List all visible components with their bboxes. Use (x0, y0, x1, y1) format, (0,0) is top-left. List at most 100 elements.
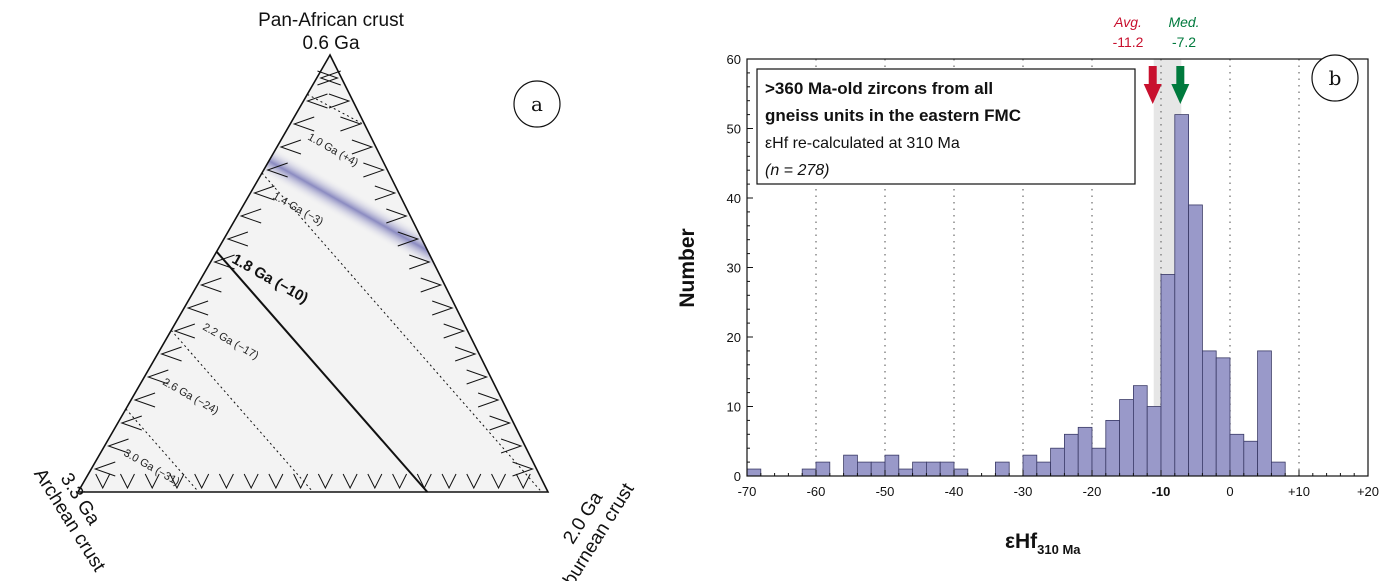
histogram-bar (953, 468, 969, 477)
ternary-tick-bottom (218, 473, 234, 490)
ternary-tick-bottom (120, 473, 135, 490)
ternary-tick-right (489, 415, 512, 431)
panel-a-letter: a (531, 92, 543, 116)
histogram-bar (870, 461, 886, 477)
ternary-tick-right (443, 323, 466, 339)
ternary-tick-left (305, 93, 328, 109)
ternary-tick-right (397, 231, 420, 247)
histogram-bar (857, 461, 872, 477)
ternary-tick-right (477, 392, 500, 408)
ternary-tick-right (409, 254, 431, 270)
histogram-bar (1050, 447, 1065, 477)
ternary-tick-bottom (342, 473, 358, 490)
x-tick-label: -60 (807, 484, 826, 499)
ternary-tick-right (454, 346, 477, 362)
histogram-bar (1243, 440, 1259, 477)
histogram-bar (843, 454, 858, 477)
histogram-bar (1146, 406, 1162, 477)
histogram-bar (912, 461, 927, 477)
isochron-line-2 (261, 172, 543, 493)
annotation-line-2: gneiss units in the eastern FMC (765, 106, 1021, 125)
ternary-fill (78, 55, 548, 492)
ternary-tick-bottom (392, 473, 408, 490)
median-arrow (1171, 66, 1190, 104)
y-axis-title: Number (676, 228, 699, 307)
ternary-ticks (93, 70, 535, 490)
ternary-tick-right (328, 93, 351, 109)
histogram-bar (1077, 426, 1093, 477)
histogram-bar (1257, 350, 1272, 477)
ternary-tick-left (213, 254, 235, 270)
ternary-tick-bottom (441, 473, 457, 490)
ternary-tick-bottom (491, 473, 506, 490)
y-tick-label: 0 (734, 469, 741, 484)
ternary-tick-left (146, 369, 169, 385)
x-tick-label: +10 (1288, 484, 1310, 499)
ternary-tick-left (252, 185, 275, 201)
y-tick-label: 10 (727, 400, 741, 415)
ternary-tick-bottom (515, 473, 531, 490)
y-tick-label: 60 (727, 52, 741, 67)
y-tick-label: 50 (727, 122, 741, 137)
histogram-bar (939, 461, 955, 477)
histogram-bar (815, 461, 831, 477)
ternary-tick-left (186, 300, 209, 316)
ternary-tick-left (199, 277, 222, 293)
ternary-tick-right (374, 185, 397, 201)
x-tick-label: -30 (1014, 484, 1033, 499)
ternary-outline (76, 53, 550, 493)
ternary-tick-left (226, 231, 249, 247)
annotation-box: >360 Ma-old zircons from all gneiss unit… (756, 68, 1136, 185)
ternary-tick-left (279, 139, 302, 155)
ternary-tick-left (266, 162, 288, 178)
histogram-bar (1036, 461, 1052, 477)
y-tick-label: 30 (727, 261, 741, 276)
x-tick-label: -40 (945, 484, 964, 499)
x-tick-label: 0 (1226, 484, 1233, 499)
histogram-bar (1188, 204, 1203, 477)
ternary-diagram: Pan-African crust 0.6 Ga 3.3 Ga Archean … (29, 10, 639, 581)
y-tick-label: 20 (727, 330, 741, 345)
x-tick-label: -50 (876, 484, 895, 499)
histogram-bar (1091, 447, 1107, 477)
ternary-tick-bottom (317, 473, 333, 490)
isochron-line-5 (125, 408, 200, 493)
isochron-lines (80, 93, 543, 493)
ternary-tick-right (420, 277, 443, 293)
x-tick-label: -20 (1083, 484, 1102, 499)
histogram-bar (995, 461, 1010, 477)
x-axis-title: εHf310 Ma (1005, 530, 1081, 557)
histogram-bar (1271, 461, 1286, 477)
ternary-tick-bottom (144, 473, 160, 490)
y-axis-ticks: 0 10 20 30 40 50 60 (727, 52, 753, 484)
ternary-tick-left (160, 346, 182, 362)
ternary-tick-bottom (169, 473, 185, 490)
histogram-bars (746, 114, 1286, 477)
ternary-tick-bottom (466, 473, 482, 490)
histogram-bar (1022, 454, 1038, 477)
ternary-tick-bottom (95, 473, 111, 490)
ternary-tick-right (432, 300, 454, 316)
ternary-tick-bottom (416, 473, 432, 490)
ternary-tick-right (466, 369, 489, 385)
ternary-tick-right (512, 461, 535, 477)
x-tick-label: +20 (1357, 484, 1379, 499)
ternary-tick-bottom (293, 473, 309, 490)
ternary-tick-right (351, 139, 374, 155)
ternary-tick-right (340, 116, 362, 132)
histogram-bar (801, 468, 817, 477)
annotation-line-1: >360 Ma-old zircons from all (765, 79, 993, 98)
ternary-tick-right (317, 70, 339, 86)
ternary-tick-left (120, 415, 142, 431)
histogram-bar (898, 468, 913, 477)
histogram-bar (1105, 419, 1121, 477)
histogram-bar (746, 468, 762, 477)
histogram-bar (1229, 433, 1245, 477)
histogram-bar (1215, 357, 1231, 477)
histogram-bar (1174, 114, 1190, 477)
histogram-bar (1160, 274, 1176, 477)
histogram-bar (1202, 350, 1217, 477)
isochron-line-6 (80, 487, 85, 493)
panel-b-letter: b (1329, 66, 1342, 90)
